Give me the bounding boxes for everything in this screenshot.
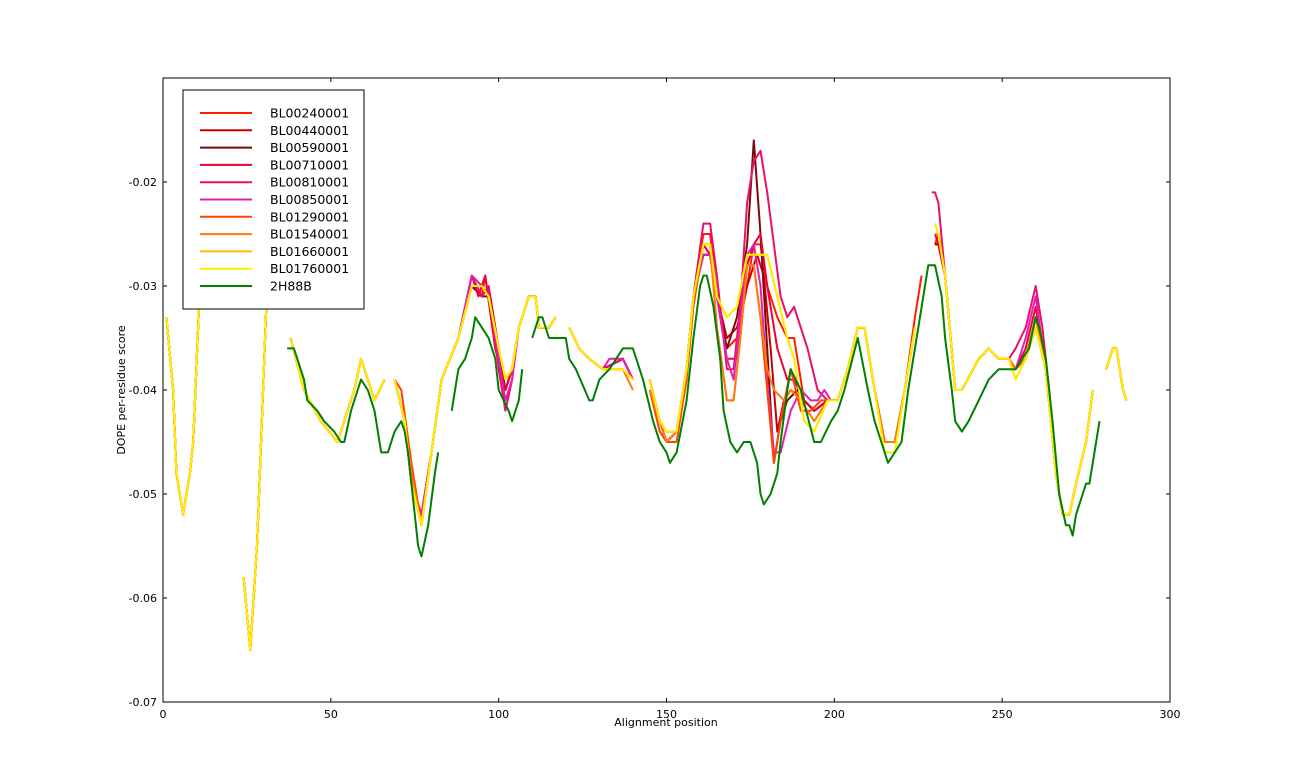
- legend-item: BL00850001: [200, 192, 349, 207]
- x-axis-label: Alignment position: [614, 716, 717, 729]
- y-tick-label: -0.06: [129, 592, 157, 605]
- series-line-2H88B-2: [531, 264, 1101, 537]
- legend-item: BL00810001: [200, 175, 349, 190]
- legend-label: BL00850001: [270, 192, 349, 207]
- series-BL01760001: [165, 223, 1128, 651]
- x-tick-label: 50: [324, 708, 338, 721]
- legend: BL00240001 BL00440001 BL00590001 BL00710001…: [182, 89, 365, 310]
- legend-label: BL01540001: [270, 227, 349, 242]
- series-line-BL01760001-7: [1105, 347, 1128, 401]
- x-tick-label: 0: [160, 708, 167, 721]
- legend-item: BL01540001: [200, 227, 349, 242]
- x-tick-label: 250: [992, 708, 1013, 721]
- y-axis: -0.07 -0.06 -0.05 -0.04 -0.03 -0.02: [129, 176, 1170, 709]
- legend-label: BL01290001: [270, 209, 349, 224]
- y-tick-label: -0.05: [129, 488, 157, 501]
- y-axis-label: DOPE per-residue score: [115, 325, 128, 455]
- series-line-2H88B-0: [287, 347, 440, 558]
- y-tick-label: -0.03: [129, 280, 157, 293]
- y-tick-label: -0.07: [129, 696, 157, 709]
- legend-item: BL00240001: [200, 106, 349, 121]
- legend-item: 2H88B: [200, 279, 312, 294]
- legend-label: BL01660001: [270, 244, 349, 259]
- legend-label: BL00810001: [270, 175, 349, 190]
- series-line-BL01760001-4: [568, 327, 634, 381]
- series-line-BL01760001-1: [242, 285, 269, 651]
- legend-label: BL01760001: [270, 261, 349, 276]
- x-tick-label: 100: [488, 708, 509, 721]
- y-tick-label: -0.04: [129, 384, 157, 397]
- legend-item: BL00710001: [200, 157, 349, 172]
- legend-item: BL01660001: [200, 244, 349, 259]
- legend-label: BL00590001: [270, 140, 349, 155]
- legend-item: BL01760001: [200, 261, 349, 276]
- x-tick-label: 150: [656, 708, 677, 721]
- series-layer: [165, 139, 1128, 651]
- x-tick-label: 300: [1160, 708, 1181, 721]
- series-line-BL01760001-6: [934, 223, 1094, 516]
- series-line-BL01760001-0: [165, 285, 201, 516]
- y-tick-label: -0.02: [129, 176, 157, 189]
- series-line-BL01760001-5: [648, 243, 916, 454]
- legend-label: BL00440001: [270, 123, 349, 138]
- x-axis: 0 50 100 150 200 250 300: [160, 78, 1181, 721]
- legend-label: BL00240001: [270, 106, 349, 121]
- legend-label: BL00710001: [270, 157, 349, 172]
- legend-item: BL00590001: [200, 140, 349, 155]
- legend-item: BL00440001: [200, 123, 349, 138]
- legend-item: BL01290001: [200, 209, 349, 224]
- series-line-BL01760001-3: [393, 285, 557, 527]
- series-2H88B: [287, 264, 1101, 558]
- series-line-2H88B-1: [450, 316, 524, 423]
- x-tick-label: 200: [824, 708, 845, 721]
- legend-label: 2H88B: [270, 279, 312, 294]
